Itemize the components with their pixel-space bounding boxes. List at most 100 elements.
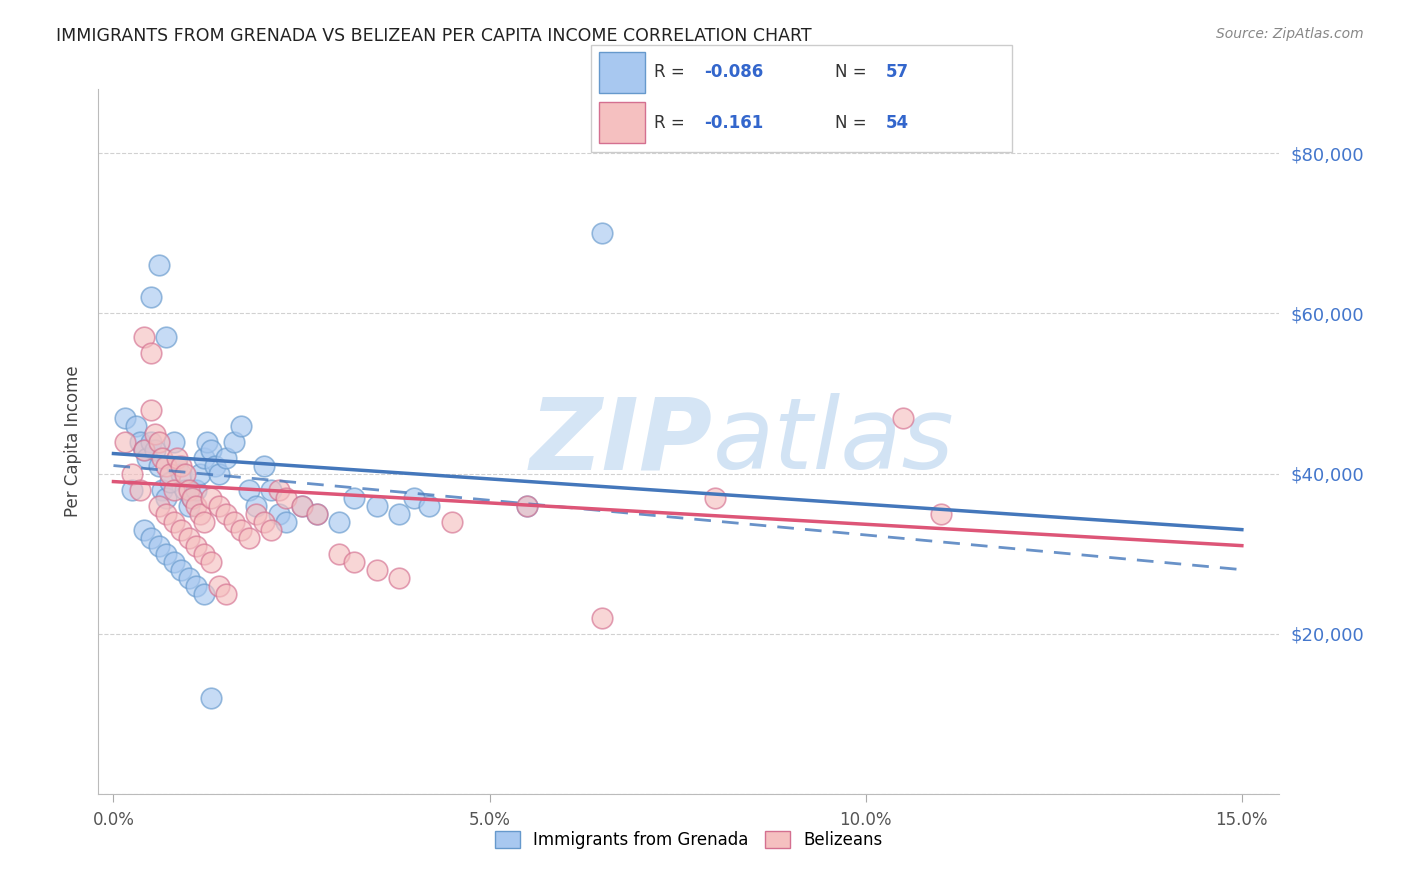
Point — [418, 499, 440, 513]
Point — [260, 523, 283, 537]
Point — [143, 442, 166, 457]
Point — [290, 499, 312, 513]
Point — [114, 434, 136, 449]
Text: ZIP: ZIP — [530, 393, 713, 490]
Point — [186, 483, 208, 497]
Legend: Immigrants from Grenada, Belizeans: Immigrants from Grenada, Belizeans — [488, 824, 890, 856]
Bar — [599, 52, 645, 93]
Point — [440, 515, 463, 529]
Point — [253, 515, 276, 529]
Bar — [599, 103, 645, 143]
Point — [155, 458, 177, 473]
Point — [136, 450, 159, 465]
Point — [267, 483, 290, 497]
Point — [177, 571, 200, 585]
Point — [186, 499, 208, 513]
Point — [181, 491, 204, 505]
Point — [343, 555, 366, 569]
Point — [148, 458, 170, 473]
Point — [231, 523, 253, 537]
Point — [163, 515, 186, 529]
Point — [148, 434, 170, 449]
Point — [163, 483, 186, 497]
Text: 54: 54 — [886, 114, 908, 132]
Point — [366, 563, 388, 577]
FancyBboxPatch shape — [591, 45, 1012, 152]
Point — [155, 507, 177, 521]
Point — [290, 499, 312, 513]
Point — [139, 346, 162, 360]
Text: 57: 57 — [886, 63, 908, 81]
Point — [208, 579, 231, 593]
Point — [155, 547, 177, 561]
Point — [222, 434, 245, 449]
Point — [155, 330, 177, 344]
Text: -0.086: -0.086 — [704, 63, 763, 81]
Point — [148, 259, 170, 273]
Point — [704, 491, 727, 505]
Point — [143, 426, 166, 441]
Point — [186, 539, 208, 553]
Point — [188, 467, 211, 481]
Point — [132, 330, 155, 344]
Point — [231, 418, 253, 433]
Point — [238, 483, 260, 497]
Point — [260, 483, 283, 497]
Point — [388, 507, 411, 521]
Point — [388, 571, 411, 585]
Point — [121, 467, 143, 481]
Point — [121, 483, 143, 497]
Point — [193, 515, 215, 529]
Text: R =: R = — [654, 63, 690, 81]
Point — [516, 499, 538, 513]
Point — [238, 531, 260, 545]
Text: Source: ZipAtlas.com: Source: ZipAtlas.com — [1216, 27, 1364, 41]
Point — [166, 458, 188, 473]
Point — [150, 483, 173, 497]
Point — [128, 434, 150, 449]
Point — [163, 434, 186, 449]
Point — [177, 499, 200, 513]
Point — [125, 418, 148, 433]
Point — [170, 458, 193, 473]
Point — [132, 442, 155, 457]
Point — [159, 475, 181, 489]
Point — [170, 523, 193, 537]
Point — [177, 531, 200, 545]
Point — [163, 555, 186, 569]
Point — [200, 555, 222, 569]
Point — [193, 450, 215, 465]
Point — [208, 467, 231, 481]
Point — [148, 499, 170, 513]
Point — [929, 507, 952, 521]
Text: N =: N = — [835, 114, 872, 132]
Text: IMMIGRANTS FROM GRENADA VS BELIZEAN PER CAPITA INCOME CORRELATION CHART: IMMIGRANTS FROM GRENADA VS BELIZEAN PER … — [56, 27, 811, 45]
Text: R =: R = — [654, 114, 695, 132]
Point — [186, 579, 208, 593]
Point — [891, 410, 914, 425]
Point — [328, 515, 350, 529]
Point — [305, 507, 328, 521]
Point — [215, 587, 238, 601]
Point — [139, 290, 162, 304]
Point — [253, 458, 276, 473]
Point — [208, 499, 231, 513]
Point — [204, 458, 226, 473]
Point — [148, 539, 170, 553]
Point — [177, 483, 200, 497]
Point — [267, 507, 290, 521]
Point — [170, 467, 193, 481]
Point — [166, 450, 188, 465]
Point — [150, 450, 173, 465]
Point — [128, 483, 150, 497]
Point — [200, 690, 222, 705]
Point — [276, 491, 298, 505]
Point — [276, 515, 298, 529]
Point — [516, 499, 538, 513]
Point — [155, 491, 177, 505]
Point — [114, 410, 136, 425]
Point — [245, 507, 267, 521]
Text: atlas: atlas — [713, 393, 955, 490]
Point — [305, 507, 328, 521]
Point — [366, 499, 388, 513]
